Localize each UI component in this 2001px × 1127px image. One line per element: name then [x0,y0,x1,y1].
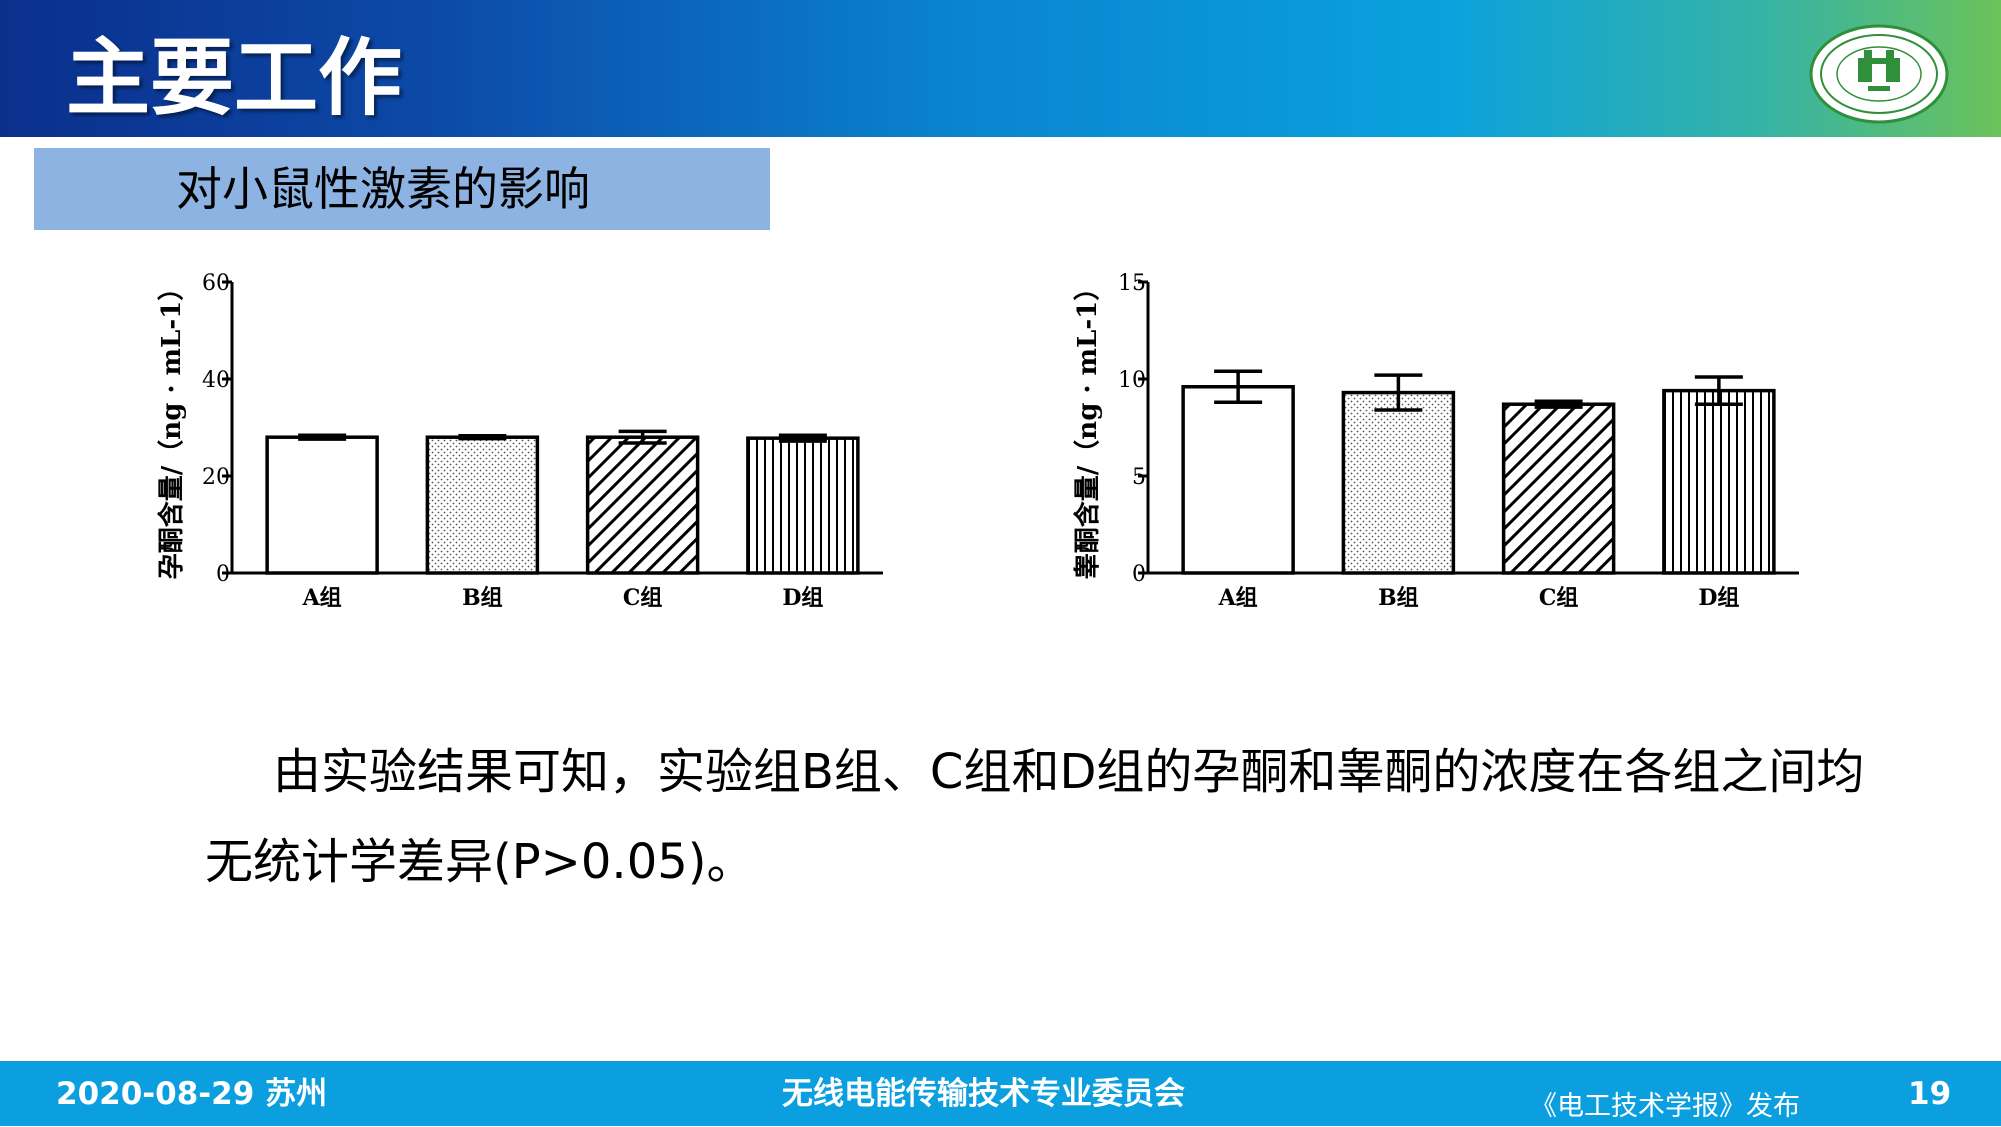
bar [585,435,700,575]
bar [425,435,540,575]
conclusion-text: 由实验结果可知，实验组B组、C组和D组的孕酮和睾酮的浓度在各组之间均无统计学差异… [205,744,1865,890]
bar [265,435,379,575]
x-category-label: C组 [623,585,663,611]
y-tick-label: 40 [202,368,230,393]
y-tick-label: 60 [202,271,230,296]
x-category-label: B组 [462,585,503,611]
progesterone-bar-chart: 0 20 40 60 孕酮含量/（ng · mL-1） A组 B组 C组 D组 [156,271,883,611]
y-axis-title: 睾酮含量/（ng · mL-1） [1072,275,1103,579]
section-title: 对小鼠性激素的影响 [176,162,590,216]
header-banner: 主要工作 [0,0,2001,137]
x-category-label: D组 [1698,585,1739,611]
page-number: 19 [1908,1076,1952,1112]
bar [1181,385,1295,575]
footer-date-location: 2020-08-29 苏州 [56,1076,328,1112]
x-category-label: A组 [302,585,342,611]
y-tick-label: 15 [1118,271,1146,296]
testosterone-bar-chart: 0 5 10 15 睾酮含量/（ng · mL-1） A组 B组 C组 D组 [1072,271,1799,611]
x-category-label: B组 [1378,585,1419,611]
y-tick-label: 20 [202,465,230,490]
x-category-label: C组 [1539,585,1579,611]
bar [1341,390,1456,575]
bar [746,436,860,575]
y-tick-label: 10 [1118,368,1146,393]
y-tick-label: 0 [216,562,230,587]
x-category-label: D组 [782,585,823,611]
bar [1501,402,1616,575]
y-axis-title: 孕酮含量/（ng · mL-1） [156,275,187,579]
y-tick-label: 5 [1132,465,1146,490]
footer-organization: 无线电能传输技术专业委员会 [782,1076,1185,1112]
page-title: 主要工作 [66,29,403,127]
y-tick-label: 0 [1132,562,1146,587]
x-category-label: A组 [1218,585,1258,611]
university-seal-logo [1809,24,1949,124]
footer-publisher: 《电工技术学报》发布 [1530,1091,1800,1122]
section-header: 对小鼠性激素的影响 [34,148,770,230]
footer-bar: 2020-08-29 苏州 无线电能传输技术专业委员会 《电工技术学报》发布 1… [0,1061,2001,1126]
bar [1662,388,1776,575]
